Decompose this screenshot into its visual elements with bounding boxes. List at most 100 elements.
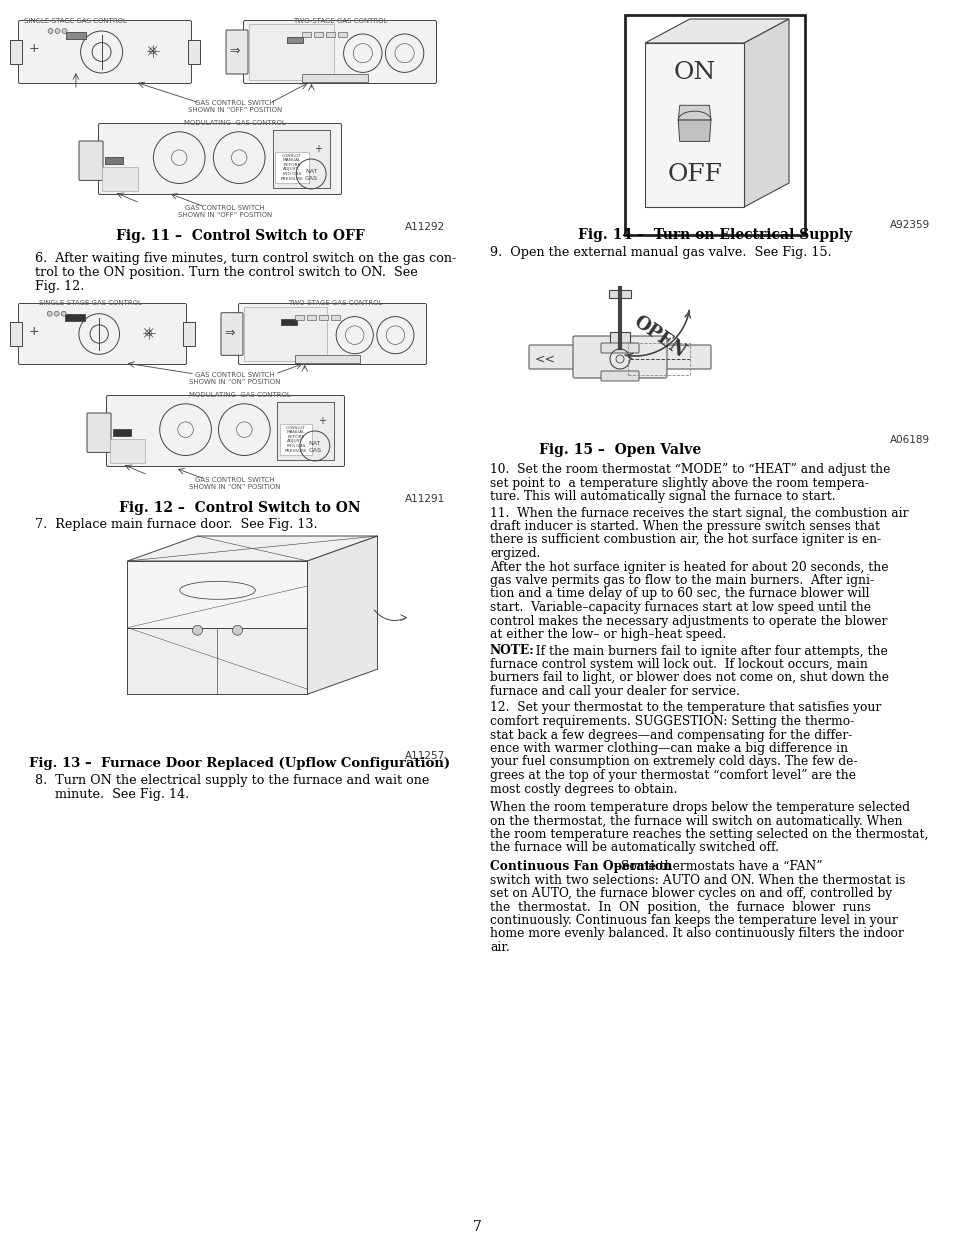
Text: your fuel consumption on extremely cold days. The few de-: your fuel consumption on extremely cold …: [490, 756, 857, 768]
Text: SHOWN IN “ON” POSITION: SHOWN IN “ON” POSITION: [189, 484, 280, 490]
Bar: [66, 32, 86, 38]
Text: GAS CONTROL SWITCH: GAS CONTROL SWITCH: [195, 100, 274, 106]
Bar: [10, 40, 22, 64]
Bar: [249, 23, 335, 80]
Text: Fig. 11 –  Control Switch to OFF: Fig. 11 – Control Switch to OFF: [115, 228, 364, 243]
FancyBboxPatch shape: [18, 21, 192, 84]
Text: 10.  Set the room thermostat “MODE” to “HEAT” and adjust the: 10. Set the room thermostat “MODE” to “H…: [490, 463, 889, 475]
Text: switch with two selections: AUTO and ON. When the thermostat is: switch with two selections: AUTO and ON.…: [490, 873, 904, 887]
Text: TWO-STAGE GAS CONTROL: TWO-STAGE GAS CONTROL: [293, 19, 387, 23]
Text: Fig. 14 –  Turn on Electrical Supply: Fig. 14 – Turn on Electrical Supply: [578, 228, 851, 242]
Bar: [274, 152, 309, 183]
Polygon shape: [644, 19, 788, 43]
Text: at either the low– or high–heat speed.: at either the low– or high–heat speed.: [490, 629, 725, 641]
Bar: [295, 354, 360, 363]
Circle shape: [233, 625, 242, 635]
Text: –Some thermostats have a “FAN”: –Some thermostats have a “FAN”: [611, 860, 821, 873]
Bar: [102, 167, 138, 191]
Bar: [10, 322, 22, 346]
Text: minute.  See Fig. 14.: minute. See Fig. 14.: [55, 788, 189, 802]
Text: 7: 7: [472, 1220, 481, 1234]
Text: draft inducer is started. When the pressure switch senses that: draft inducer is started. When the press…: [490, 520, 879, 534]
Text: set point to  a temperature slightly above the room tempera-: set point to a temperature slightly abov…: [490, 477, 868, 489]
Text: on the thermostat, the furnace will switch on automatically. When: on the thermostat, the furnace will swit…: [490, 815, 902, 827]
Bar: [110, 440, 145, 463]
Text: Continuous Fan Operation: Continuous Fan Operation: [490, 860, 671, 873]
Bar: [302, 32, 311, 37]
Text: 6.  After waiting five minutes, turn control switch on the gas con-: 6. After waiting five minutes, turn cont…: [35, 252, 456, 266]
Text: SINGLE-STAGE GAS CONTROL: SINGLE-STAGE GAS CONTROL: [24, 19, 127, 23]
Text: the room temperature reaches the setting selected on the thermostat,: the room temperature reaches the setting…: [490, 827, 927, 841]
Text: A11291: A11291: [404, 494, 444, 504]
Text: Fig. 13 –  Furnace Door Replaced (Upflow Configuration): Fig. 13 – Furnace Door Replaced (Upflow …: [30, 757, 450, 769]
Bar: [624, 15, 804, 235]
Bar: [112, 430, 131, 436]
Text: +: +: [314, 143, 322, 154]
Text: furnace and call your dealer for service.: furnace and call your dealer for service…: [490, 685, 740, 698]
Circle shape: [54, 311, 59, 316]
Bar: [280, 320, 296, 325]
FancyBboxPatch shape: [226, 30, 248, 74]
Bar: [287, 37, 302, 43]
Text: GAS CONTROL SWITCH: GAS CONTROL SWITCH: [185, 205, 265, 211]
Text: furnace control system will lock out.  If lockout occurs, main: furnace control system will lock out. If…: [490, 658, 867, 671]
Text: A11292: A11292: [404, 222, 444, 232]
Text: SINGLE-STAGE GAS CONTROL: SINGLE-STAGE GAS CONTROL: [38, 300, 141, 306]
Circle shape: [55, 28, 60, 33]
Text: tion and a time delay of up to 60 sec, the furnace blower will: tion and a time delay of up to 60 sec, t…: [490, 588, 868, 600]
Text: NAT: NAT: [305, 169, 317, 174]
Text: ⇒: ⇒: [225, 326, 235, 340]
Polygon shape: [678, 120, 710, 141]
Bar: [307, 315, 316, 320]
Text: trol to the ON position. Turn the control switch to ON.  See: trol to the ON position. Turn the contro…: [35, 266, 417, 279]
Text: ence with warmer clothing—can make a big difference in: ence with warmer clothing—can make a big…: [490, 742, 847, 755]
FancyBboxPatch shape: [107, 395, 344, 467]
FancyBboxPatch shape: [661, 345, 710, 369]
Text: ture. This will automatically signal the furnace to start.: ture. This will automatically signal the…: [490, 490, 835, 503]
Text: GAS CONTROL SWITCH: GAS CONTROL SWITCH: [195, 477, 274, 483]
Text: ON: ON: [673, 61, 715, 84]
Circle shape: [146, 330, 152, 336]
Text: CONSULT
MANUAL
BEFORE
ADJUST-
ING GAS
PRESSURE: CONSULT MANUAL BEFORE ADJUST- ING GAS PR…: [280, 153, 303, 180]
Polygon shape: [128, 561, 307, 627]
FancyBboxPatch shape: [600, 343, 639, 353]
Bar: [105, 157, 123, 164]
Text: TWO-STAGE GAS CONTROL: TWO-STAGE GAS CONTROL: [288, 300, 382, 306]
FancyBboxPatch shape: [573, 336, 666, 378]
Text: +: +: [29, 325, 39, 337]
Bar: [277, 403, 334, 459]
Text: SHOWN IN “OFF” POSITION: SHOWN IN “OFF” POSITION: [188, 107, 282, 112]
Bar: [314, 32, 323, 37]
Text: gas valve permits gas to flow to the main burners.  After igni-: gas valve permits gas to flow to the mai…: [490, 574, 873, 587]
Text: 12.  Set your thermostat to the temperature that satisfies your: 12. Set your thermostat to the temperatu…: [490, 701, 881, 715]
Bar: [331, 315, 340, 320]
Polygon shape: [307, 536, 377, 694]
Text: 8.  Turn ON the electrical supply to the furnace and wait one: 8. Turn ON the electrical supply to the …: [35, 774, 429, 787]
FancyBboxPatch shape: [600, 370, 639, 382]
Bar: [188, 40, 200, 64]
Circle shape: [61, 311, 66, 316]
Text: GAS: GAS: [308, 447, 321, 452]
Text: MODULATING  GAS CONTROL: MODULATING GAS CONTROL: [184, 120, 286, 126]
Bar: [302, 74, 368, 82]
FancyBboxPatch shape: [87, 412, 111, 452]
Text: the furnace will be automatically switched off.: the furnace will be automatically switch…: [490, 841, 779, 855]
FancyBboxPatch shape: [243, 21, 436, 84]
Text: ergized.: ergized.: [490, 547, 539, 559]
Text: there is sufficient combustion air, the hot surface igniter is en-: there is sufficient combustion air, the …: [490, 534, 881, 547]
Text: SHOWN IN “OFF” POSITION: SHOWN IN “OFF” POSITION: [177, 212, 272, 219]
Bar: [183, 322, 194, 346]
Bar: [65, 314, 85, 321]
Bar: [279, 424, 313, 454]
Bar: [627, 343, 689, 375]
Text: MODULATING  GAS CONTROL: MODULATING GAS CONTROL: [189, 391, 291, 398]
Text: A11257: A11257: [404, 751, 444, 761]
Text: When the room temperature drops below the temperature selected: When the room temperature drops below th…: [490, 802, 909, 814]
FancyBboxPatch shape: [98, 124, 341, 194]
FancyBboxPatch shape: [79, 141, 103, 180]
Polygon shape: [128, 536, 377, 561]
Text: 9.  Open the external manual gas valve.  See Fig. 15.: 9. Open the external manual gas valve. S…: [490, 246, 831, 259]
Bar: [608, 290, 630, 298]
Text: home more evenly balanced. It also continuously filters the indoor: home more evenly balanced. It also conti…: [490, 927, 902, 941]
Text: Fig. 15 –  Open Valve: Fig. 15 – Open Valve: [538, 443, 700, 457]
